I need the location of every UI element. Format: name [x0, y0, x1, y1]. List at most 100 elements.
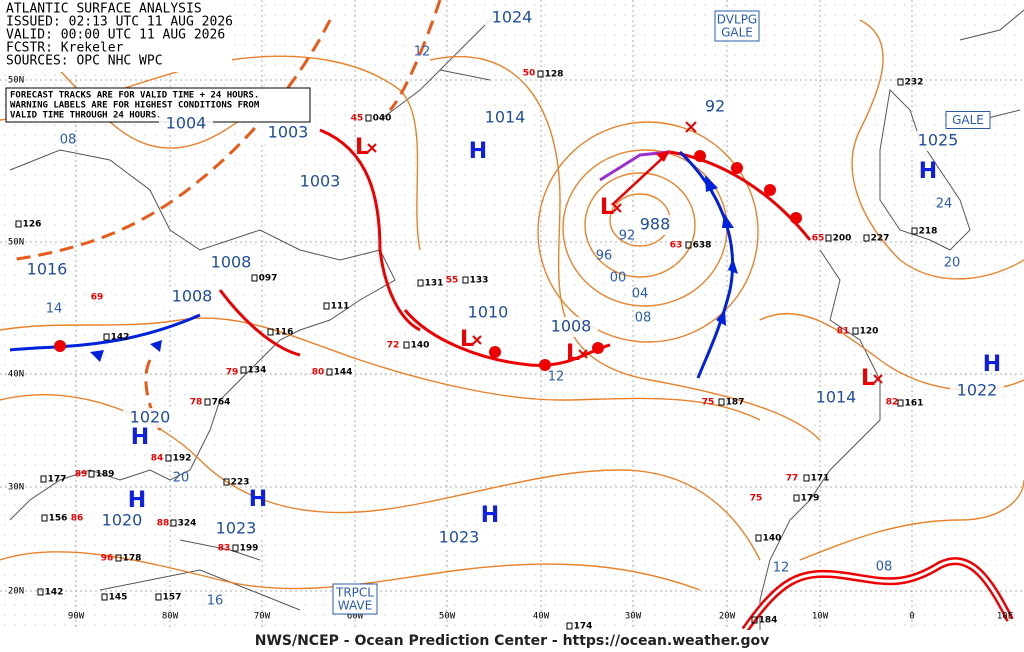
station-marker — [852, 327, 859, 335]
fronts — [9, 0, 1014, 633]
high-center: H — [249, 487, 267, 512]
pressure-label: 1008 — [551, 317, 592, 336]
pressure-label-box — [544, 317, 598, 337]
station-pressure: 174 — [574, 622, 593, 632]
pressure-label-box — [461, 303, 515, 323]
latitude-label: 50N — [8, 76, 24, 86]
station-pressure: 142 — [111, 333, 130, 343]
header-line: SOURCES: OPC NHC WPC — [6, 54, 163, 69]
station-marker — [40, 475, 47, 483]
note-line: WARNING LABELS ARE FOR HIGHEST CONDITION… — [10, 101, 260, 111]
station-pressure: 134 — [248, 366, 267, 376]
pressure-label-box — [204, 253, 258, 273]
station-pressure: 764 — [212, 398, 231, 408]
station-temperature: 75 — [702, 398, 715, 408]
pressure-label-box — [165, 287, 219, 307]
longitude-label: 0 — [909, 612, 914, 622]
station-marker — [232, 544, 239, 552]
station-pressure: 040 — [373, 114, 392, 124]
low-center: L — [460, 327, 474, 352]
pressure-label: 988 — [640, 215, 671, 234]
footer: NWS/NCEP - Ocean Prediction Center - htt… — [255, 633, 770, 649]
station-marker — [323, 302, 330, 310]
warning-box — [945, 111, 991, 129]
station-pressure: 189 — [96, 470, 115, 480]
pressure-label: 1022 — [957, 381, 998, 400]
station-marker — [718, 398, 725, 406]
warning-label: WAVE — [338, 599, 372, 613]
pressure-label-box — [159, 114, 213, 134]
station-marker — [267, 328, 274, 336]
station-temperature: 81 — [837, 327, 850, 337]
station-pressure: 184 — [759, 616, 778, 626]
station-marker — [365, 114, 372, 122]
warning-label: DVLPG — [717, 13, 757, 27]
station-temperature: 82 — [886, 398, 899, 408]
latitude-label: 30N — [8, 483, 24, 493]
isobar-label: 92 — [619, 229, 636, 244]
pressure-label-box — [911, 131, 965, 151]
isobar-label: 14 — [46, 302, 63, 317]
longitude-label: 50W — [439, 612, 456, 622]
station-pressure: 179 — [801, 494, 820, 504]
pressure-label-box — [261, 123, 315, 143]
station-temperature: 55 — [446, 276, 459, 286]
longitude-label: 40W — [533, 612, 550, 622]
station-marker — [115, 554, 122, 562]
station-temperature: 65 — [812, 234, 825, 244]
pressure-label-box — [485, 8, 539, 28]
station-marker — [417, 279, 424, 287]
station-pressure: 324 — [178, 519, 197, 529]
station-temperature: 50 — [523, 69, 536, 79]
pressure-label: 1014 — [485, 108, 526, 127]
station-temperature: 78 — [190, 398, 203, 408]
pressure-label-box — [95, 511, 149, 531]
isobar-label: 08 — [635, 311, 652, 326]
isobar-label: 12 — [548, 370, 565, 385]
station-pressure: 187 — [726, 398, 745, 408]
pressure-label: 1023 — [439, 528, 480, 547]
isobar-label: 08 — [60, 133, 77, 148]
station-temperature: 63 — [670, 241, 683, 251]
station-marker — [204, 398, 211, 406]
station-marker — [165, 454, 172, 462]
station-marker — [251, 274, 258, 282]
station-pressure: 140 — [763, 534, 782, 544]
pressure-label: 1016 — [27, 260, 68, 279]
station-pressure: 157 — [163, 593, 182, 603]
station-marker — [793, 494, 800, 502]
longitude-label: 90W — [68, 612, 85, 622]
high-center: H — [919, 159, 937, 184]
station-pressure: 223 — [231, 478, 250, 488]
pressure-label-box — [20, 260, 74, 280]
station-pressure: 200 — [833, 234, 852, 244]
station-marker — [685, 241, 692, 249]
station-pressure: 097 — [259, 274, 278, 284]
station-pressure: 232 — [905, 78, 924, 88]
station-pressure: 218 — [919, 227, 938, 237]
longitude-label: 20W — [719, 612, 736, 622]
warning-label: TRPCL — [335, 586, 374, 600]
station-marker — [41, 514, 48, 522]
header-line: ISSUED: 02:13 UTC 11 AUG 2026 — [6, 15, 233, 30]
station-temperature: 88 — [157, 519, 170, 529]
high-center: H — [131, 425, 149, 450]
low-center: L — [355, 135, 369, 160]
station-marker — [223, 478, 230, 486]
isobar-label: 00 — [610, 271, 627, 286]
station-marker — [37, 588, 44, 596]
longitude-label: 10E — [997, 612, 1013, 622]
pressure-label-box — [809, 388, 863, 408]
isobar-label: 04 — [632, 287, 649, 302]
pressure-label: 1025 — [918, 131, 959, 150]
header-line: FCSTR: Krekeler — [6, 41, 124, 56]
high-center: H — [128, 488, 146, 513]
station-marker — [751, 616, 758, 624]
pressure-label: 1003 — [268, 123, 309, 142]
station-pressure: 227 — [871, 234, 890, 244]
low-x — [367, 143, 377, 153]
station-marker — [537, 70, 544, 78]
latitude-label: 40N — [8, 370, 24, 380]
isobar-label: 16 — [207, 594, 224, 609]
